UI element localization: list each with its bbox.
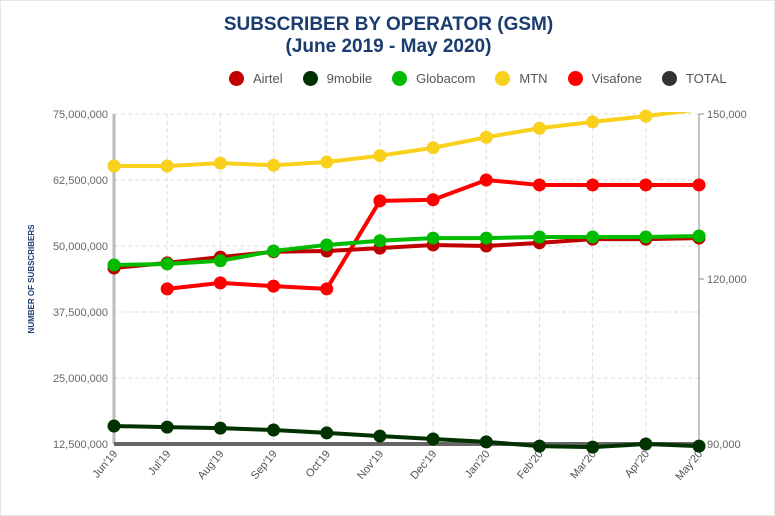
- data-point-globacom: [373, 234, 387, 248]
- data-point-visafone: [586, 178, 600, 192]
- legend-label: 9mobile: [326, 71, 373, 86]
- x-tick-label: Nov'19: [355, 448, 386, 482]
- data-point-globacom: [107, 258, 121, 272]
- x-tick-label: Jun'19: [90, 448, 120, 480]
- data-point-9mobile: [320, 426, 334, 440]
- data-point-visafone: [692, 178, 706, 192]
- data-point-9mobile: [692, 439, 706, 453]
- data-point-globacom: [532, 230, 546, 244]
- legend-item-airtel[interactable]: Airtel: [229, 71, 283, 86]
- y-tick-label: 25,000,000: [53, 373, 108, 385]
- x-tick-label: Apr'20: [623, 448, 652, 480]
- data-point-globacom: [692, 229, 706, 243]
- data-point-mtn: [426, 141, 440, 155]
- data-point-mtn: [320, 155, 334, 169]
- data-point-9mobile: [213, 421, 227, 435]
- legend-label: Airtel: [253, 71, 283, 86]
- x-tick-label: Feb'20: [515, 448, 546, 481]
- data-point-visafone: [479, 173, 493, 187]
- data-point-9mobile: [586, 440, 600, 454]
- y-tick-label: 75,000,000: [53, 109, 108, 121]
- x-tick-label: Sep'19: [249, 448, 280, 482]
- data-point-mtn: [639, 109, 653, 123]
- data-point-mtn: [586, 115, 600, 129]
- data-point-visafone: [639, 178, 653, 192]
- legend-label: Visafone: [591, 71, 642, 86]
- data-point-visafone: [267, 279, 281, 293]
- x-tick-label: Oct'19: [304, 448, 333, 480]
- legend-marker: [302, 71, 318, 86]
- data-point-mtn: [160, 159, 174, 173]
- legend-label: MTN: [519, 71, 548, 86]
- data-point-globacom: [639, 230, 653, 244]
- data-point-globacom: [267, 244, 281, 258]
- x-tick-label: Dec'19: [408, 448, 439, 482]
- y-tick-label: 12,500,000: [53, 439, 108, 451]
- x-tick-label: Jul'19: [146, 448, 173, 477]
- data-point-globacom: [586, 230, 600, 244]
- y-tick-label: 50,000,000: [53, 241, 108, 253]
- legend-item-total[interactable]: TOTAL: [661, 71, 727, 86]
- x-tick-label: Jan'20: [463, 448, 493, 480]
- data-point-globacom: [213, 254, 227, 268]
- data-point-9mobile: [373, 429, 387, 443]
- legend-item-9mobile[interactable]: 9mobile: [302, 71, 373, 86]
- chart-title: SUBSCRIBER BY OPERATOR (GSM): [223, 14, 554, 35]
- data-point-9mobile: [160, 420, 174, 434]
- series-line-9mobile: [113, 424, 700, 450]
- data-point-visafone: [213, 276, 227, 290]
- data-point-visafone: [532, 178, 546, 192]
- y-tick-label: 62,500,000: [53, 175, 108, 187]
- legend-item-visafone[interactable]: Visafone: [567, 71, 642, 86]
- series-line-mtn: [114, 112, 694, 169]
- x-tick-label: Aug'19: [196, 448, 227, 482]
- y-axis-label: NUMBER OF SUBSCRIBERS: [27, 224, 36, 334]
- y2-tick-label: 90,000: [707, 439, 741, 451]
- data-point-globacom: [426, 231, 440, 245]
- series-line-globacom: [113, 233, 700, 268]
- data-point-globacom: [479, 231, 493, 245]
- legend-marker: [495, 71, 511, 86]
- data-point-mtn: [532, 121, 546, 135]
- data-point-visafone: [320, 282, 334, 296]
- series-line-airtel: [113, 236, 700, 271]
- x-tick-label: May'20: [674, 448, 706, 483]
- legend: Airtel 9mobile Globacom MTN Visafone TOTAL: [229, 71, 747, 86]
- y2-tick-label: 120,000: [707, 274, 747, 286]
- data-point-9mobile: [107, 419, 121, 433]
- data-point-9mobile: [479, 435, 493, 449]
- data-point-visafone: [160, 282, 174, 296]
- data-point-mtn: [107, 159, 121, 173]
- data-point-9mobile: [426, 432, 440, 446]
- data-point-mtn: [267, 158, 281, 172]
- data-point-globacom: [160, 257, 174, 271]
- data-point-visafone: [426, 193, 440, 207]
- legend-label: Globacom: [416, 71, 476, 86]
- legend-item-mtn[interactable]: MTN: [495, 71, 548, 86]
- legend-marker: [661, 71, 677, 86]
- data-point-9mobile: [639, 437, 653, 451]
- y-tick-label: 37,500,000: [53, 307, 108, 319]
- legend-marker: [229, 71, 244, 86]
- data-point-mtn: [373, 149, 387, 163]
- legend-marker: [567, 71, 583, 86]
- data-point-globacom: [320, 238, 334, 252]
- data-point-9mobile: [532, 439, 546, 453]
- data-point-visafone: [373, 194, 387, 208]
- data-point-mtn: [213, 156, 227, 170]
- data-point-9mobile: [267, 423, 281, 437]
- legend-item-globacom[interactable]: Globacom: [392, 71, 475, 86]
- legend-label: TOTAL: [685, 71, 727, 86]
- legend-marker: [392, 71, 408, 86]
- chart-subtitle: (June 2019 - May 2020): [285, 36, 492, 57]
- data-point-mtn: [479, 130, 493, 144]
- y2-tick-label: 150,000: [707, 109, 747, 121]
